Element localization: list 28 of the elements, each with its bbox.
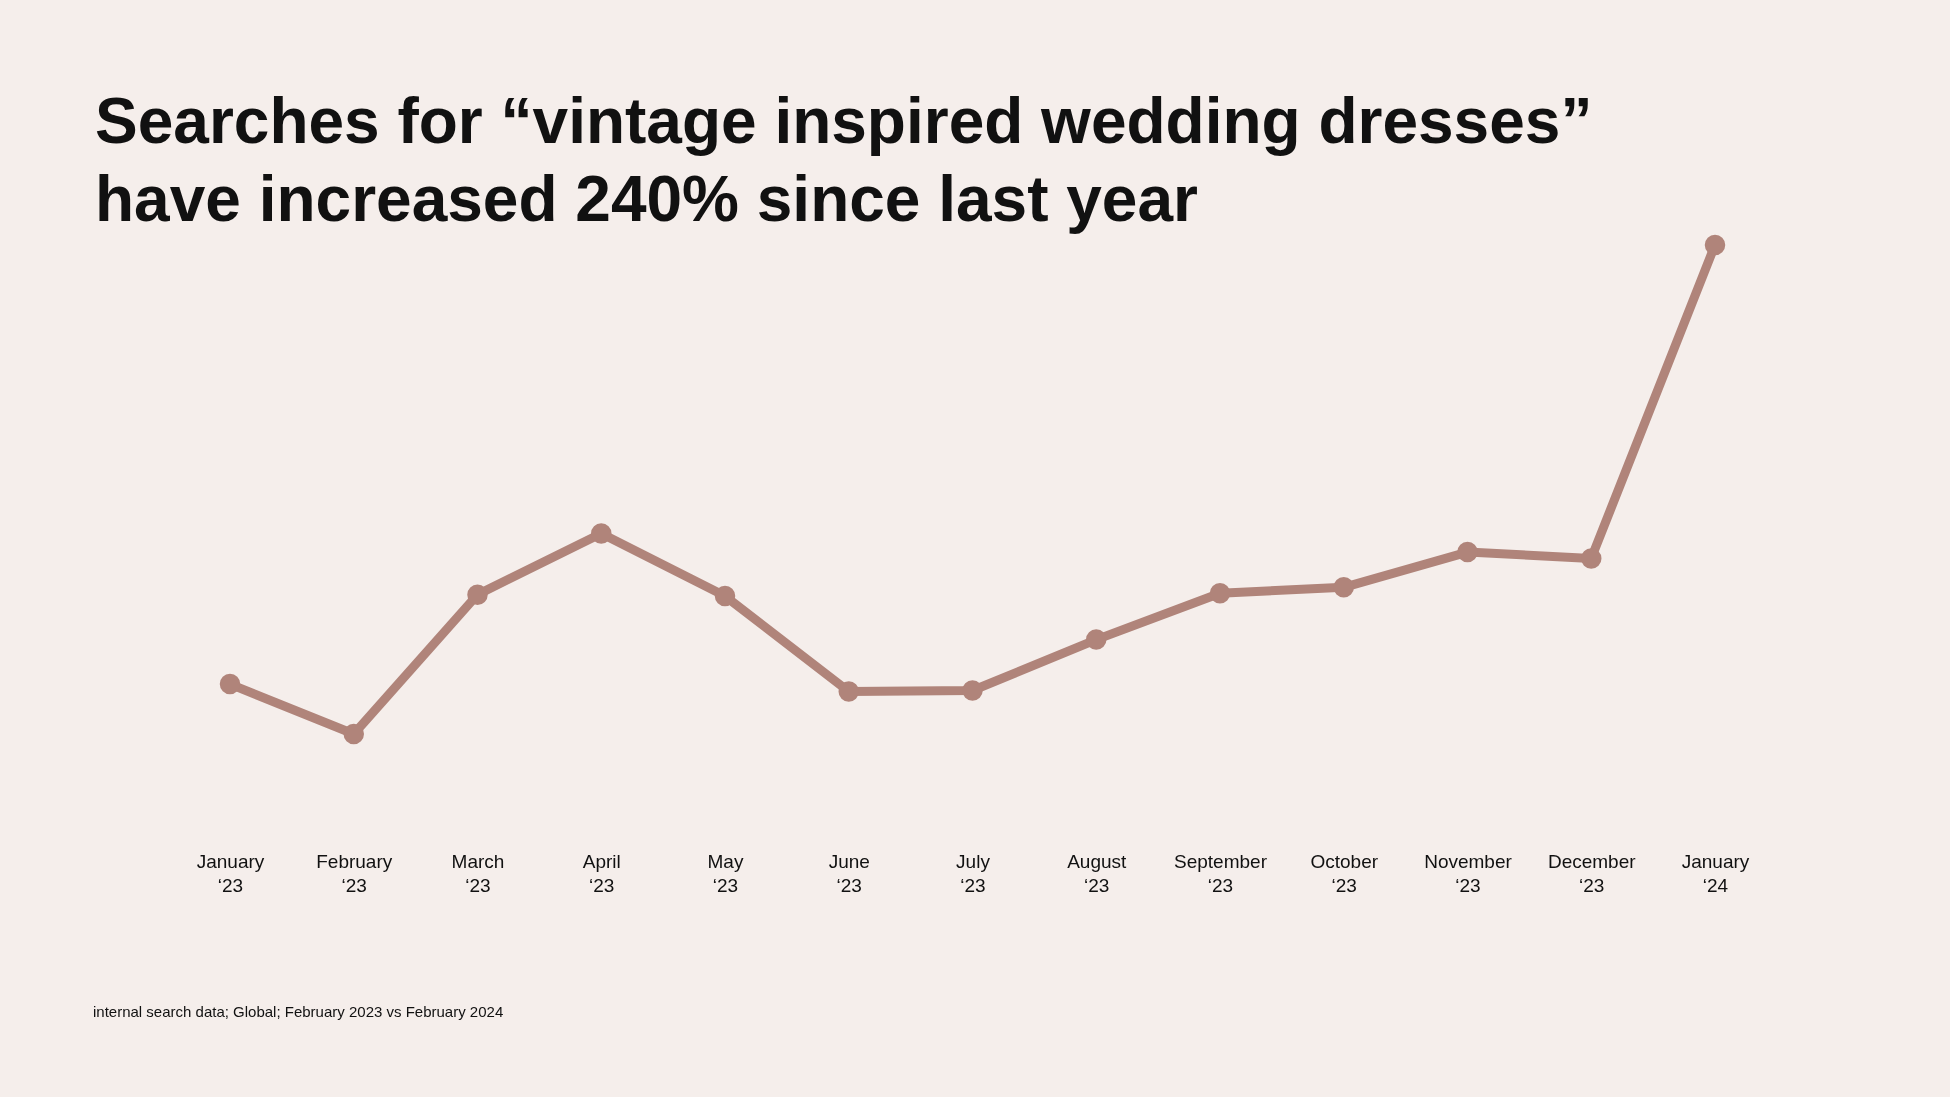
x-tick-label: June ‘23 bbox=[828, 850, 870, 896]
point bbox=[962, 680, 983, 701]
x-tick-label: October ‘23 bbox=[1310, 850, 1379, 896]
point bbox=[838, 681, 859, 702]
x-tick-label: January ‘24 bbox=[1681, 850, 1750, 896]
text: internal search data; Global; February 2023 vs February 2024 bbox=[93, 1003, 504, 1020]
point bbox=[1209, 582, 1231, 604]
point bbox=[467, 584, 488, 605]
x-tick-label: February ‘23 bbox=[316, 850, 393, 896]
x-tick-label: December ‘23 bbox=[1547, 850, 1637, 896]
point bbox=[1457, 541, 1478, 563]
x-tick-label: March ‘23 bbox=[451, 850, 505, 896]
x-tick-label: September ‘23 bbox=[1174, 850, 1268, 896]
x-tick-label: May ‘23 bbox=[707, 850, 744, 896]
point bbox=[1086, 629, 1107, 650]
x-tick-label: April ‘23 bbox=[582, 850, 621, 896]
point bbox=[1581, 548, 1602, 569]
x-tick-label: January ‘23 bbox=[196, 850, 265, 896]
point bbox=[1333, 577, 1354, 598]
point bbox=[591, 523, 612, 544]
x-tick-label: July ‘23 bbox=[956, 850, 991, 896]
point bbox=[714, 585, 736, 607]
chart-title: Searches for “vintage inspired wedding dresses” have increased 240% since last year bbox=[95, 85, 1593, 235]
x-tick-label: November ‘23 bbox=[1424, 850, 1513, 896]
point bbox=[343, 723, 364, 745]
x-tick-label: August ‘23 bbox=[1067, 850, 1128, 896]
point bbox=[1704, 234, 1726, 256]
point bbox=[219, 673, 241, 695]
